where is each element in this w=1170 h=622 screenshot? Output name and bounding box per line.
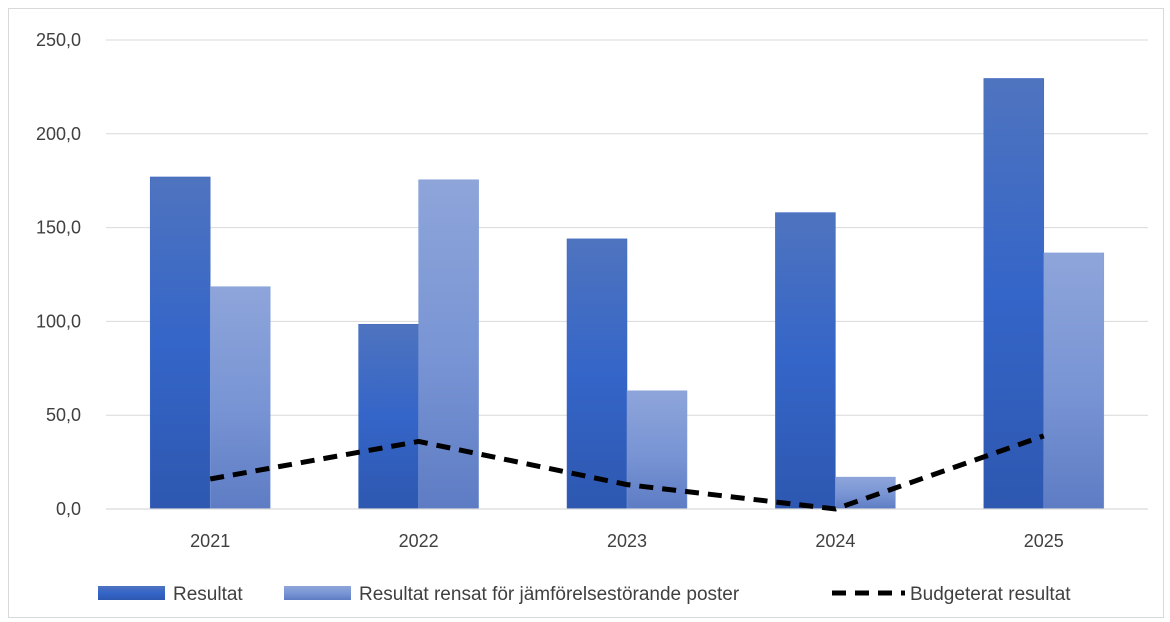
budget-line [209, 433, 1045, 512]
bar-resultat [149, 176, 211, 510]
bar-resultat [775, 212, 836, 510]
y-tick-label: 250,0 [36, 30, 81, 50]
bar-resultat [566, 238, 628, 510]
legend-swatch-resultat-rensat [284, 586, 351, 600]
bars [149, 78, 1105, 510]
legend-swatch-resultat [98, 586, 165, 600]
legend-label-budgeterat: Budgeterat resultat [910, 584, 1071, 605]
legend-label-resultat: Resultat [173, 584, 243, 605]
x-tick-label: 2023 [607, 531, 647, 551]
y-tick-label: 150,0 [36, 218, 81, 238]
bar-resultat-rensat [1043, 252, 1105, 510]
x-tick-label: 2021 [190, 531, 230, 551]
x-tick-label: 2025 [1024, 531, 1064, 551]
x-tick-label: 2024 [815, 531, 855, 551]
bar-resultat [358, 323, 419, 510]
bar-resultat [983, 78, 1045, 510]
x-axis-ticks: 2021 2022 2023 2024 2025 [190, 531, 1064, 551]
bar-resultat-rensat [626, 390, 688, 510]
line-budgeterat-resultat [209, 433, 1045, 512]
y-axis-ticks: 0,0 50,0 100,0 150,0 200,0 250,0 [36, 30, 81, 519]
y-tick-label: 50,0 [46, 405, 81, 425]
bar-resultat-rensat [418, 179, 479, 510]
legend: Resultat Resultat rensat för jämförelsest… [98, 584, 1071, 605]
x-tick-label: 2022 [399, 531, 439, 551]
y-tick-label: 0,0 [56, 499, 81, 519]
y-tick-label: 100,0 [36, 311, 81, 331]
y-tick-label: 200,0 [36, 124, 81, 144]
legend-label-resultat-rensat: Resultat rensat för jämförelsestörande p… [359, 584, 740, 605]
